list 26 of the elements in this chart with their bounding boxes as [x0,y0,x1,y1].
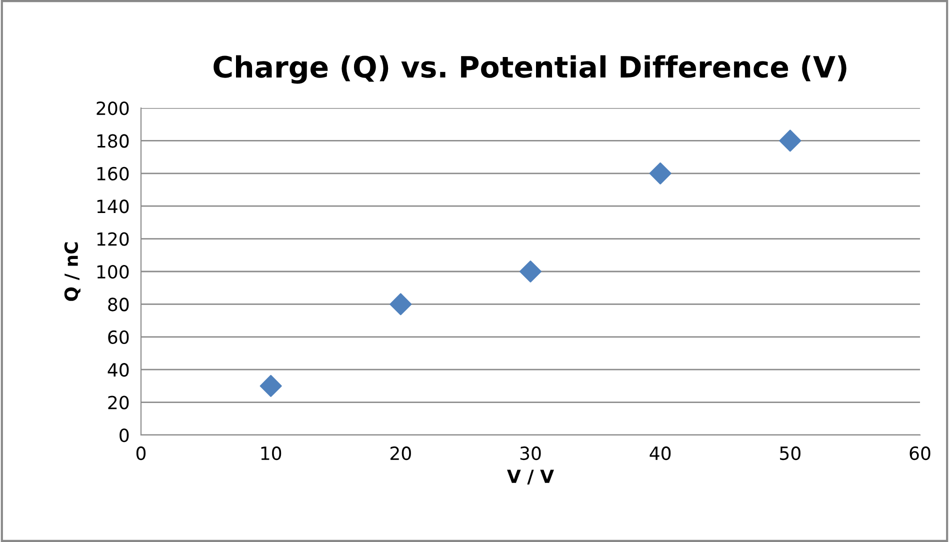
y-tick-label: 80 [108,298,129,312]
x-tick-label: 60 [910,446,930,460]
y-tick-label: 160 [97,166,129,181]
point [390,293,412,316]
point [260,374,282,397]
x-tick-label: 0 [136,446,146,460]
x-tick-label: 30 [520,446,541,460]
y-tick-label: 120 [97,232,129,246]
point [520,260,542,282]
point [649,162,672,184]
y-tick-label: 200 [96,101,129,116]
x-tick-label: 10 [261,446,282,460]
y-tick-label: 20 [108,396,129,410]
y-tick-label: 140 [97,200,129,214]
x-tick-label: 40 [650,446,671,460]
y-tick-label: 100 [97,264,129,279]
y-axis-title: Q / nC [64,242,80,301]
chart-title: Charge (Q) vs. Potential Difference (V) [214,55,846,84]
y-tick-label: 180 [97,134,129,148]
point [779,130,802,152]
y-tick-label: 60 [108,330,129,344]
x-tick-label: 20 [390,446,411,460]
x-tick-label: 50 [780,446,800,460]
y-tick-label: 40 [108,363,129,377]
y-tick-label: 0 [120,428,129,442]
x-axis-title: V / V [507,470,554,485]
